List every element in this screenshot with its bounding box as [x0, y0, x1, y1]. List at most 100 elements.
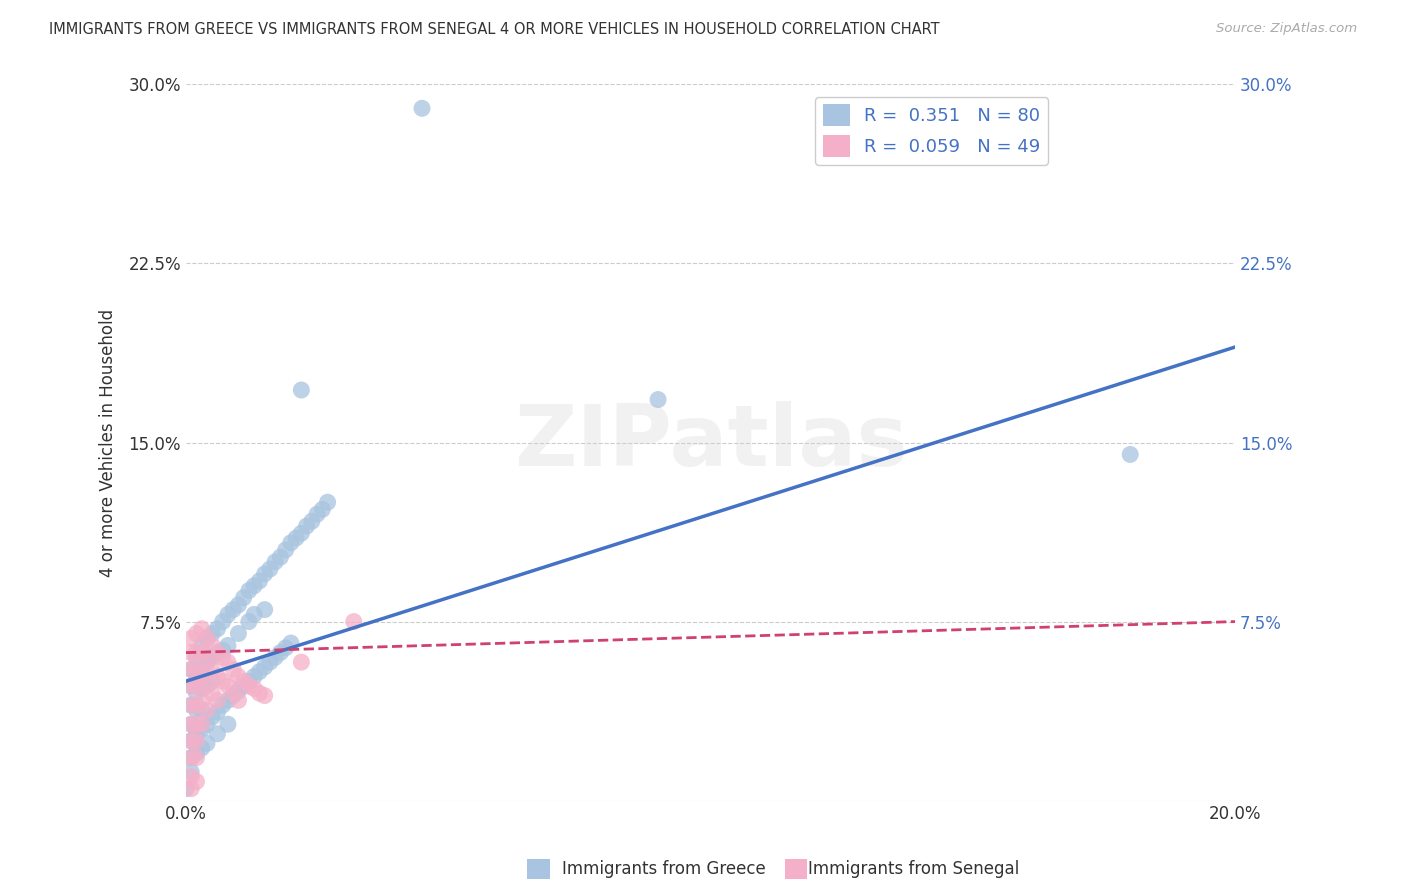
Point — [180, 679, 202, 693]
Point — [201, 710, 224, 724]
Point — [186, 686, 208, 700]
Point — [217, 655, 239, 669]
Point — [217, 717, 239, 731]
Point — [238, 615, 260, 629]
Point — [243, 681, 266, 696]
Point — [186, 774, 208, 789]
Point — [211, 643, 233, 657]
Point — [195, 679, 218, 693]
Point — [186, 669, 208, 683]
Point — [243, 579, 266, 593]
Point — [186, 722, 208, 736]
Point — [195, 717, 218, 731]
Point — [201, 639, 224, 653]
Point — [290, 526, 312, 541]
Point — [186, 734, 208, 748]
Point — [190, 681, 212, 696]
Point — [253, 689, 276, 703]
Point — [343, 615, 366, 629]
Point — [180, 662, 202, 676]
Point — [180, 662, 202, 676]
Point — [228, 669, 250, 683]
Point — [211, 674, 233, 689]
Point — [180, 698, 202, 713]
Point — [190, 717, 212, 731]
Point — [180, 734, 202, 748]
Point — [253, 602, 276, 616]
Point — [180, 764, 202, 779]
Point — [647, 392, 669, 407]
Point — [180, 717, 202, 731]
Point — [253, 566, 276, 581]
Point — [274, 640, 297, 655]
Point — [186, 750, 208, 764]
Point — [186, 746, 208, 760]
Point — [228, 598, 250, 612]
Point — [180, 679, 202, 693]
Point — [247, 665, 270, 679]
Point — [190, 703, 212, 717]
Point — [186, 626, 208, 640]
Point — [180, 750, 202, 764]
Point — [222, 602, 245, 616]
Point — [207, 622, 229, 636]
Point — [195, 655, 218, 669]
Point — [195, 632, 218, 646]
Point — [295, 519, 318, 533]
Point — [195, 679, 218, 693]
Point — [174, 781, 197, 796]
Point — [238, 583, 260, 598]
Point — [186, 703, 208, 717]
Y-axis label: 4 or more Vehicles in Household: 4 or more Vehicles in Household — [100, 309, 117, 576]
Text: Immigrants from Greece: Immigrants from Greece — [562, 860, 766, 878]
Point — [190, 741, 212, 756]
Point — [190, 639, 212, 653]
Point — [211, 615, 233, 629]
Text: ZIPatlas: ZIPatlas — [513, 401, 907, 484]
Point — [307, 507, 329, 521]
Point — [195, 703, 218, 717]
Point — [232, 591, 254, 605]
Point — [217, 639, 239, 653]
Point — [201, 650, 224, 665]
Point — [253, 660, 276, 674]
Point — [280, 536, 302, 550]
Text: Source: ZipAtlas.com: Source: ZipAtlas.com — [1216, 22, 1357, 36]
Point — [195, 632, 218, 646]
Point — [180, 698, 202, 713]
Point — [211, 698, 233, 713]
Point — [411, 101, 433, 115]
Point — [290, 655, 312, 669]
Point — [301, 514, 323, 528]
Point — [228, 626, 250, 640]
Text: Immigrants from Senegal: Immigrants from Senegal — [808, 860, 1019, 878]
Point — [190, 693, 212, 707]
Point — [186, 646, 208, 660]
Point — [316, 495, 339, 509]
Legend: R =  0.351   N = 80, R =  0.059   N = 49: R = 0.351 N = 80, R = 0.059 N = 49 — [815, 97, 1047, 165]
Point — [207, 693, 229, 707]
Point — [238, 679, 260, 693]
Point — [264, 650, 287, 665]
Point — [186, 679, 208, 693]
Point — [285, 531, 308, 545]
Point — [228, 683, 250, 698]
Point — [186, 717, 208, 731]
Point — [190, 669, 212, 683]
Point — [195, 736, 218, 750]
Point — [238, 674, 260, 689]
Point — [180, 717, 202, 731]
Point — [228, 693, 250, 707]
Point — [259, 655, 281, 669]
Point — [195, 655, 218, 669]
Point — [180, 781, 202, 796]
Text: IMMIGRANTS FROM GREECE VS IMMIGRANTS FROM SENEGAL 4 OR MORE VEHICLES IN HOUSEHOL: IMMIGRANTS FROM GREECE VS IMMIGRANTS FRO… — [49, 22, 939, 37]
Point — [180, 632, 202, 646]
Point — [232, 674, 254, 689]
Point — [180, 734, 202, 748]
Point — [280, 636, 302, 650]
Point — [201, 686, 224, 700]
Point — [207, 646, 229, 660]
Point — [201, 626, 224, 640]
Point — [222, 689, 245, 703]
